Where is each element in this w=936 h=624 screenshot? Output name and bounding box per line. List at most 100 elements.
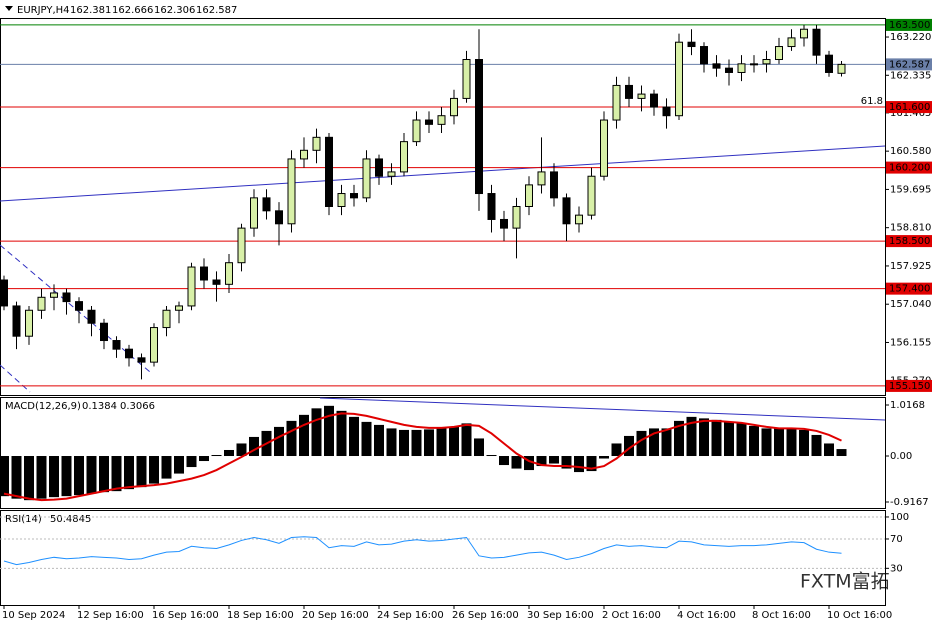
x-tick-label: 8 Oct 16:00 bbox=[752, 610, 811, 621]
level-label-box bbox=[886, 235, 932, 248]
candle-body bbox=[0, 279, 8, 307]
macd-bar bbox=[411, 429, 422, 457]
candle-body bbox=[250, 197, 258, 229]
y-tick-label: 1.0168 bbox=[890, 400, 925, 411]
candle-body bbox=[725, 67, 733, 73]
macd-bar bbox=[836, 449, 847, 457]
level-label: 160.200 bbox=[889, 163, 930, 174]
macd-bar bbox=[774, 428, 784, 457]
candle-body bbox=[262, 197, 271, 212]
macd-bar bbox=[586, 456, 597, 472]
macd-bar bbox=[811, 434, 822, 457]
candle-body bbox=[312, 136, 321, 151]
level-label-box bbox=[886, 379, 932, 392]
x-tick-label: 10 Oct 16:00 bbox=[827, 610, 892, 621]
macd-label: MACD(12,26,9) bbox=[5, 401, 81, 412]
candle-body bbox=[137, 357, 146, 363]
candle-body bbox=[362, 158, 371, 199]
x-tick-label: 18 Sep 16:00 bbox=[227, 610, 294, 621]
candle-body bbox=[62, 292, 71, 303]
candle-body bbox=[650, 93, 658, 108]
macd-bar bbox=[786, 428, 797, 457]
candle-body bbox=[787, 37, 796, 48]
macd-bar bbox=[361, 421, 372, 457]
x-tick-label: 10 Sep 2024 bbox=[2, 610, 65, 621]
candle-body bbox=[462, 59, 471, 99]
candle-body bbox=[387, 171, 396, 177]
macd-value: 0.1384 bbox=[82, 401, 117, 412]
candle-body bbox=[200, 266, 208, 281]
y-tick-label: 158.810 bbox=[890, 223, 931, 234]
y-tick-label: 159.695 bbox=[890, 184, 931, 195]
macd-bar bbox=[149, 456, 159, 484]
candle-body bbox=[50, 292, 58, 298]
candle-body bbox=[487, 193, 496, 220]
macd-bar bbox=[186, 456, 197, 468]
candle-body bbox=[675, 41, 683, 117]
candle-body bbox=[112, 340, 121, 350]
x-tick-label: 16 Sep 16:00 bbox=[152, 610, 219, 621]
macd-bar bbox=[711, 419, 722, 457]
candle-body bbox=[75, 301, 83, 311]
candle-body bbox=[400, 141, 408, 173]
close: 162.587 bbox=[196, 5, 237, 16]
macd-bar bbox=[536, 456, 547, 467]
candle-body bbox=[325, 136, 333, 207]
macd-bar bbox=[449, 426, 459, 457]
candle-body bbox=[337, 193, 346, 207]
candle-body bbox=[512, 206, 521, 229]
macd-trend-line bbox=[319, 397, 886, 421]
level-label: 158.500 bbox=[889, 236, 930, 247]
high: 162.666 bbox=[112, 5, 153, 16]
symbol: EURJPY,H4 bbox=[17, 5, 70, 16]
candle-body bbox=[425, 119, 433, 125]
candle-body bbox=[612, 84, 621, 121]
level-label: 162.587 bbox=[889, 59, 930, 70]
candle-body bbox=[237, 227, 246, 264]
candle-body bbox=[150, 327, 158, 363]
macd-bar bbox=[324, 405, 334, 457]
macd-bar bbox=[211, 455, 222, 457]
macd-bar bbox=[49, 456, 59, 498]
low: 162.306 bbox=[154, 5, 195, 16]
candle-body bbox=[525, 184, 533, 207]
macd-bar bbox=[24, 456, 34, 501]
candle-body bbox=[25, 309, 33, 337]
macd-bar bbox=[624, 435, 634, 457]
candle-body bbox=[550, 171, 558, 199]
macd-bar bbox=[561, 456, 572, 469]
macd-bar bbox=[286, 420, 297, 457]
y-tick-label: 163.220 bbox=[890, 32, 931, 43]
macd-bar bbox=[349, 416, 359, 457]
level-label: 157.400 bbox=[889, 284, 930, 295]
macd-bar bbox=[161, 456, 172, 479]
candle-body bbox=[375, 158, 383, 177]
x-tick-label: 4 Oct 16:00 bbox=[677, 610, 736, 621]
macd-bar bbox=[199, 456, 209, 462]
macd-bar bbox=[249, 436, 259, 457]
candle-body bbox=[800, 28, 808, 39]
macd-bar bbox=[136, 456, 147, 488]
level-label: 163.500 bbox=[889, 20, 930, 31]
macd-bar bbox=[99, 456, 109, 493]
macd-bar bbox=[636, 430, 647, 457]
macd-bar bbox=[574, 456, 584, 473]
macd-bar bbox=[661, 428, 672, 457]
candle-body bbox=[450, 97, 458, 117]
macd-bar bbox=[174, 456, 184, 474]
macd-bar bbox=[374, 424, 384, 457]
macd-bar bbox=[674, 420, 684, 457]
macd-bar bbox=[474, 438, 484, 457]
macd-bar bbox=[386, 428, 397, 457]
level-label-box bbox=[886, 101, 932, 114]
macd-bar bbox=[74, 456, 84, 496]
y-tick-label: 100 bbox=[890, 512, 909, 523]
macd-bar bbox=[124, 456, 134, 490]
candle-body bbox=[825, 54, 833, 73]
menu-arrow[interactable] bbox=[5, 6, 13, 11]
watermark: FXTM富拓 bbox=[800, 571, 890, 593]
macd-bar bbox=[736, 423, 747, 457]
y-tick-label: 157.040 bbox=[890, 299, 931, 310]
rsi-line bbox=[3, 536, 842, 566]
